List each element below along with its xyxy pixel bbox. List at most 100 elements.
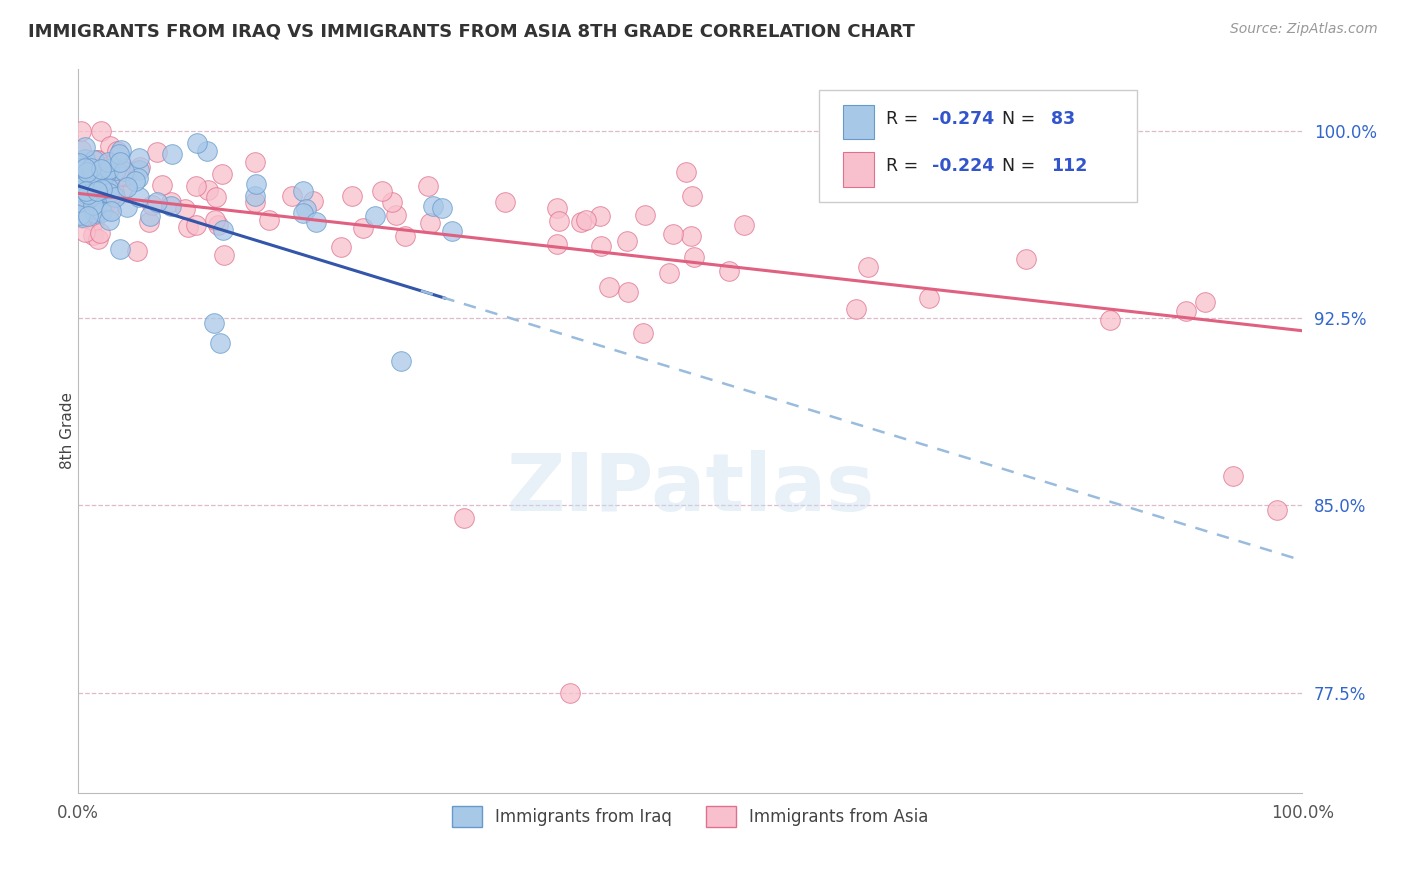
Point [141, 197, 163, 211]
Point [598, 280, 620, 294]
Point [115, 200, 138, 214]
FancyBboxPatch shape [818, 90, 1137, 202]
Point [93, 171, 115, 186]
Point [245, 155, 267, 169]
Point [1222, 468, 1244, 483]
Point [87, 178, 110, 192]
Point [589, 209, 612, 223]
Point [86, 172, 108, 186]
Text: R =: R = [886, 157, 924, 175]
Point [70, 170, 93, 185]
Point [105, 144, 128, 158]
Point [381, 194, 404, 209]
Point [117, 179, 139, 194]
Point [87, 189, 110, 203]
Point [125, 244, 148, 258]
Point [112, 160, 135, 174]
Point [211, 223, 233, 237]
Point [73, 161, 96, 175]
Point [80, 184, 103, 198]
Point [634, 208, 657, 222]
Point [302, 194, 325, 209]
Point [100, 197, 122, 211]
Point [97, 155, 120, 169]
Text: -0.274: -0.274 [932, 110, 994, 128]
Point [93, 186, 115, 201]
Point [733, 218, 755, 232]
Point [67, 184, 90, 198]
Point [146, 145, 169, 160]
Point [112, 163, 135, 178]
Point [70, 179, 93, 194]
Text: IMMIGRANTS FROM IRAQ VS IMMIGRANTS FROM ASIA 8TH GRADE CORRELATION CHART: IMMIGRANTS FROM IRAQ VS IMMIGRANTS FROM … [28, 22, 915, 40]
Point [394, 229, 416, 244]
Point [159, 199, 181, 213]
Point [419, 216, 441, 230]
Point [112, 168, 135, 182]
Point [75, 152, 97, 166]
Point [75, 184, 97, 198]
Point [633, 326, 655, 341]
Point [72, 179, 94, 194]
Point [91, 204, 114, 219]
Point [72, 189, 94, 203]
Point [675, 165, 697, 179]
Point [108, 155, 131, 169]
Point [67, 194, 90, 209]
Point [90, 168, 112, 182]
Point [79, 173, 101, 187]
Point [82, 227, 104, 242]
Y-axis label: 8th Grade: 8th Grade [59, 392, 75, 469]
Point [69, 208, 91, 222]
Point [128, 190, 150, 204]
Point [76, 165, 98, 179]
Point [186, 179, 208, 194]
Point [77, 177, 100, 191]
Point [575, 213, 598, 227]
Point [658, 266, 681, 280]
Legend: Immigrants from Iraq, Immigrants from Asia: Immigrants from Iraq, Immigrants from As… [444, 798, 936, 835]
Point [281, 188, 304, 202]
Point [79, 210, 101, 224]
Point [79, 182, 101, 196]
Point [430, 201, 453, 215]
Point [389, 353, 412, 368]
Point [1194, 295, 1216, 310]
Point [184, 218, 207, 232]
Point [67, 155, 90, 169]
Point [86, 185, 108, 199]
Point [98, 203, 121, 218]
Point [82, 165, 104, 179]
Text: Source: ZipAtlas.com: Source: ZipAtlas.com [1230, 22, 1378, 37]
Point [72, 211, 94, 225]
Point [353, 221, 375, 235]
Point [108, 242, 131, 256]
Point [83, 189, 105, 203]
Point [83, 214, 105, 228]
Point [209, 336, 232, 351]
Point [97, 186, 120, 201]
Point [110, 143, 132, 157]
Point [101, 186, 124, 201]
Point [159, 195, 181, 210]
Point [304, 215, 326, 229]
Point [87, 153, 110, 167]
Point [1265, 503, 1288, 517]
Point [211, 167, 233, 181]
Point [79, 198, 101, 212]
Point [70, 124, 93, 138]
Point [176, 219, 198, 234]
Point [73, 140, 96, 154]
Point [371, 184, 394, 198]
Point [108, 147, 131, 161]
Point [160, 146, 183, 161]
Point [90, 161, 112, 176]
Point [70, 190, 93, 204]
Point [1175, 304, 1198, 318]
Point [340, 189, 363, 203]
Point [94, 189, 117, 203]
Point [616, 234, 638, 248]
Point [76, 186, 98, 201]
Point [128, 151, 150, 165]
Point [104, 165, 127, 179]
